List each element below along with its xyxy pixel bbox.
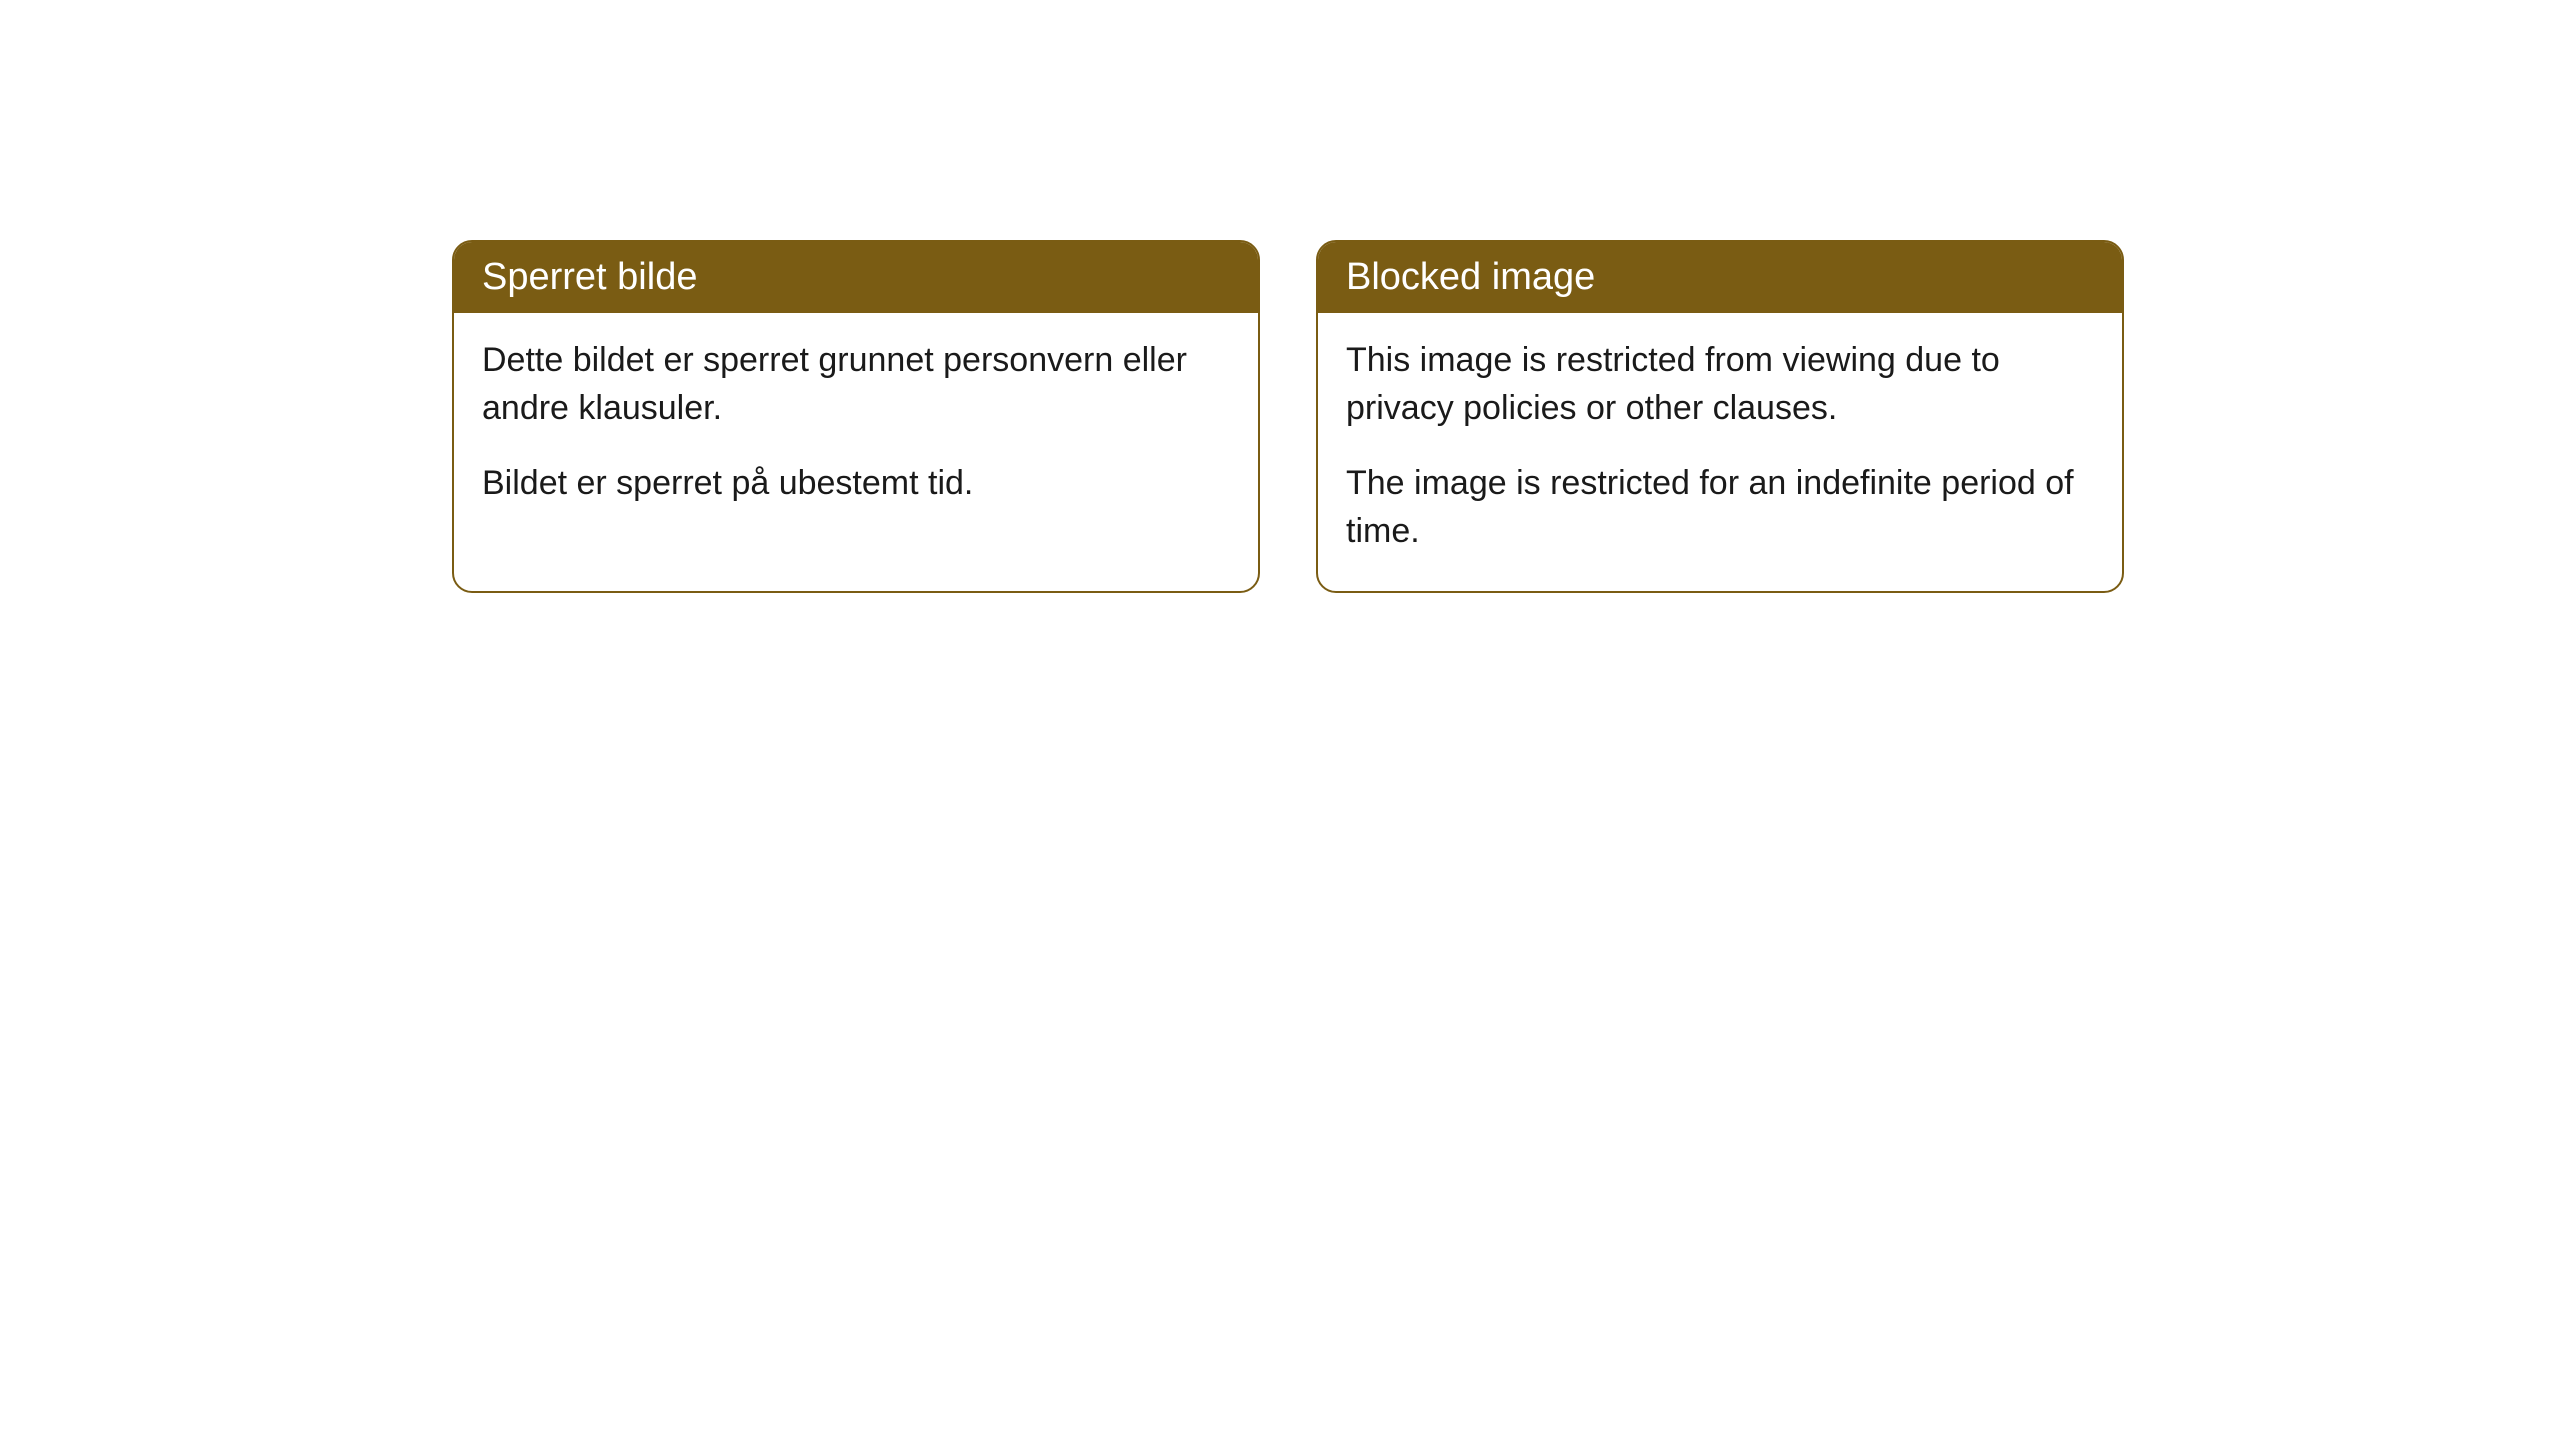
card-header-norwegian: Sperret bilde [454, 242, 1258, 313]
notice-card-norwegian: Sperret bilde Dette bildet er sperret gr… [452, 240, 1260, 593]
card-paragraph-1: Dette bildet er sperret grunnet personve… [482, 337, 1230, 432]
card-title: Blocked image [1346, 256, 1595, 298]
card-body-norwegian: Dette bildet er sperret grunnet personve… [454, 313, 1258, 544]
card-paragraph-2: The image is restricted for an indefinit… [1346, 460, 2094, 555]
card-paragraph-2: Bildet er sperret på ubestemt tid. [482, 460, 1230, 508]
card-header-english: Blocked image [1318, 242, 2122, 313]
card-title: Sperret bilde [482, 256, 697, 298]
card-paragraph-1: This image is restricted from viewing du… [1346, 337, 2094, 432]
notice-cards-container: Sperret bilde Dette bildet er sperret gr… [452, 240, 2124, 593]
notice-card-english: Blocked image This image is restricted f… [1316, 240, 2124, 593]
card-body-english: This image is restricted from viewing du… [1318, 313, 2122, 591]
